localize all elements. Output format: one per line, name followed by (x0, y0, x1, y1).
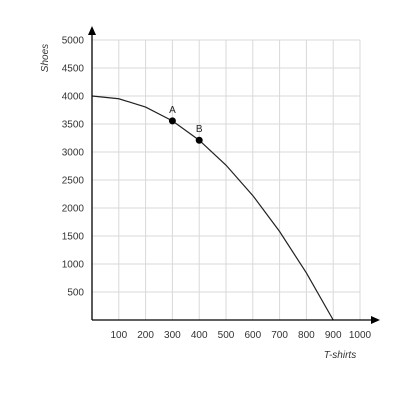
x-tick-label: 100 (110, 330, 127, 341)
y-tick-label: 3500 (62, 120, 85, 131)
x-tick-label: 300 (164, 330, 181, 341)
x-tick-label: 500 (218, 330, 235, 341)
ppf-curve (91, 95, 334, 321)
point-a-label: A (169, 105, 176, 116)
curve-layer (91, 95, 334, 321)
y-tick-label: 2000 (62, 204, 85, 215)
x-tick-label: 900 (325, 330, 342, 341)
y-tick-label: 4000 (62, 92, 85, 103)
y-tick-label: 500 (67, 288, 84, 299)
x-tick-label: 800 (298, 330, 315, 341)
x-tick-label: 1000 (349, 330, 372, 341)
point-a-marker (168, 117, 176, 125)
y-tick-label: 3000 (62, 148, 85, 159)
grid (92, 39, 361, 320)
x-tick-label: 700 (271, 330, 288, 341)
y-axis-arrow (88, 26, 96, 35)
x-axis-arrow (371, 316, 380, 324)
y-tick-label: 1500 (62, 232, 85, 243)
y-tick-label: 1000 (62, 260, 85, 271)
y-axis-label: Shoes (40, 44, 51, 72)
x-tick-labels: 100 200 300 400 500 600 700 800 900 1000 (110, 330, 371, 341)
x-tick-label: 400 (191, 330, 208, 341)
y-tick-label: 4500 (62, 64, 85, 75)
y-tick-label: 5000 (62, 36, 85, 47)
y-tick-labels: 500 1000 1500 2000 2500 3000 3500 4000 4500 5000 (62, 36, 85, 299)
y-tick-label: 2500 (62, 176, 85, 187)
x-tick-label: 200 (137, 330, 154, 341)
points: AB (168, 105, 203, 144)
x-tick-label: 600 (244, 330, 261, 341)
point-b-marker (195, 136, 203, 144)
x-axis-label: T-shirts (324, 350, 356, 361)
axes (88, 26, 380, 324)
point-b-label: B (196, 124, 203, 135)
